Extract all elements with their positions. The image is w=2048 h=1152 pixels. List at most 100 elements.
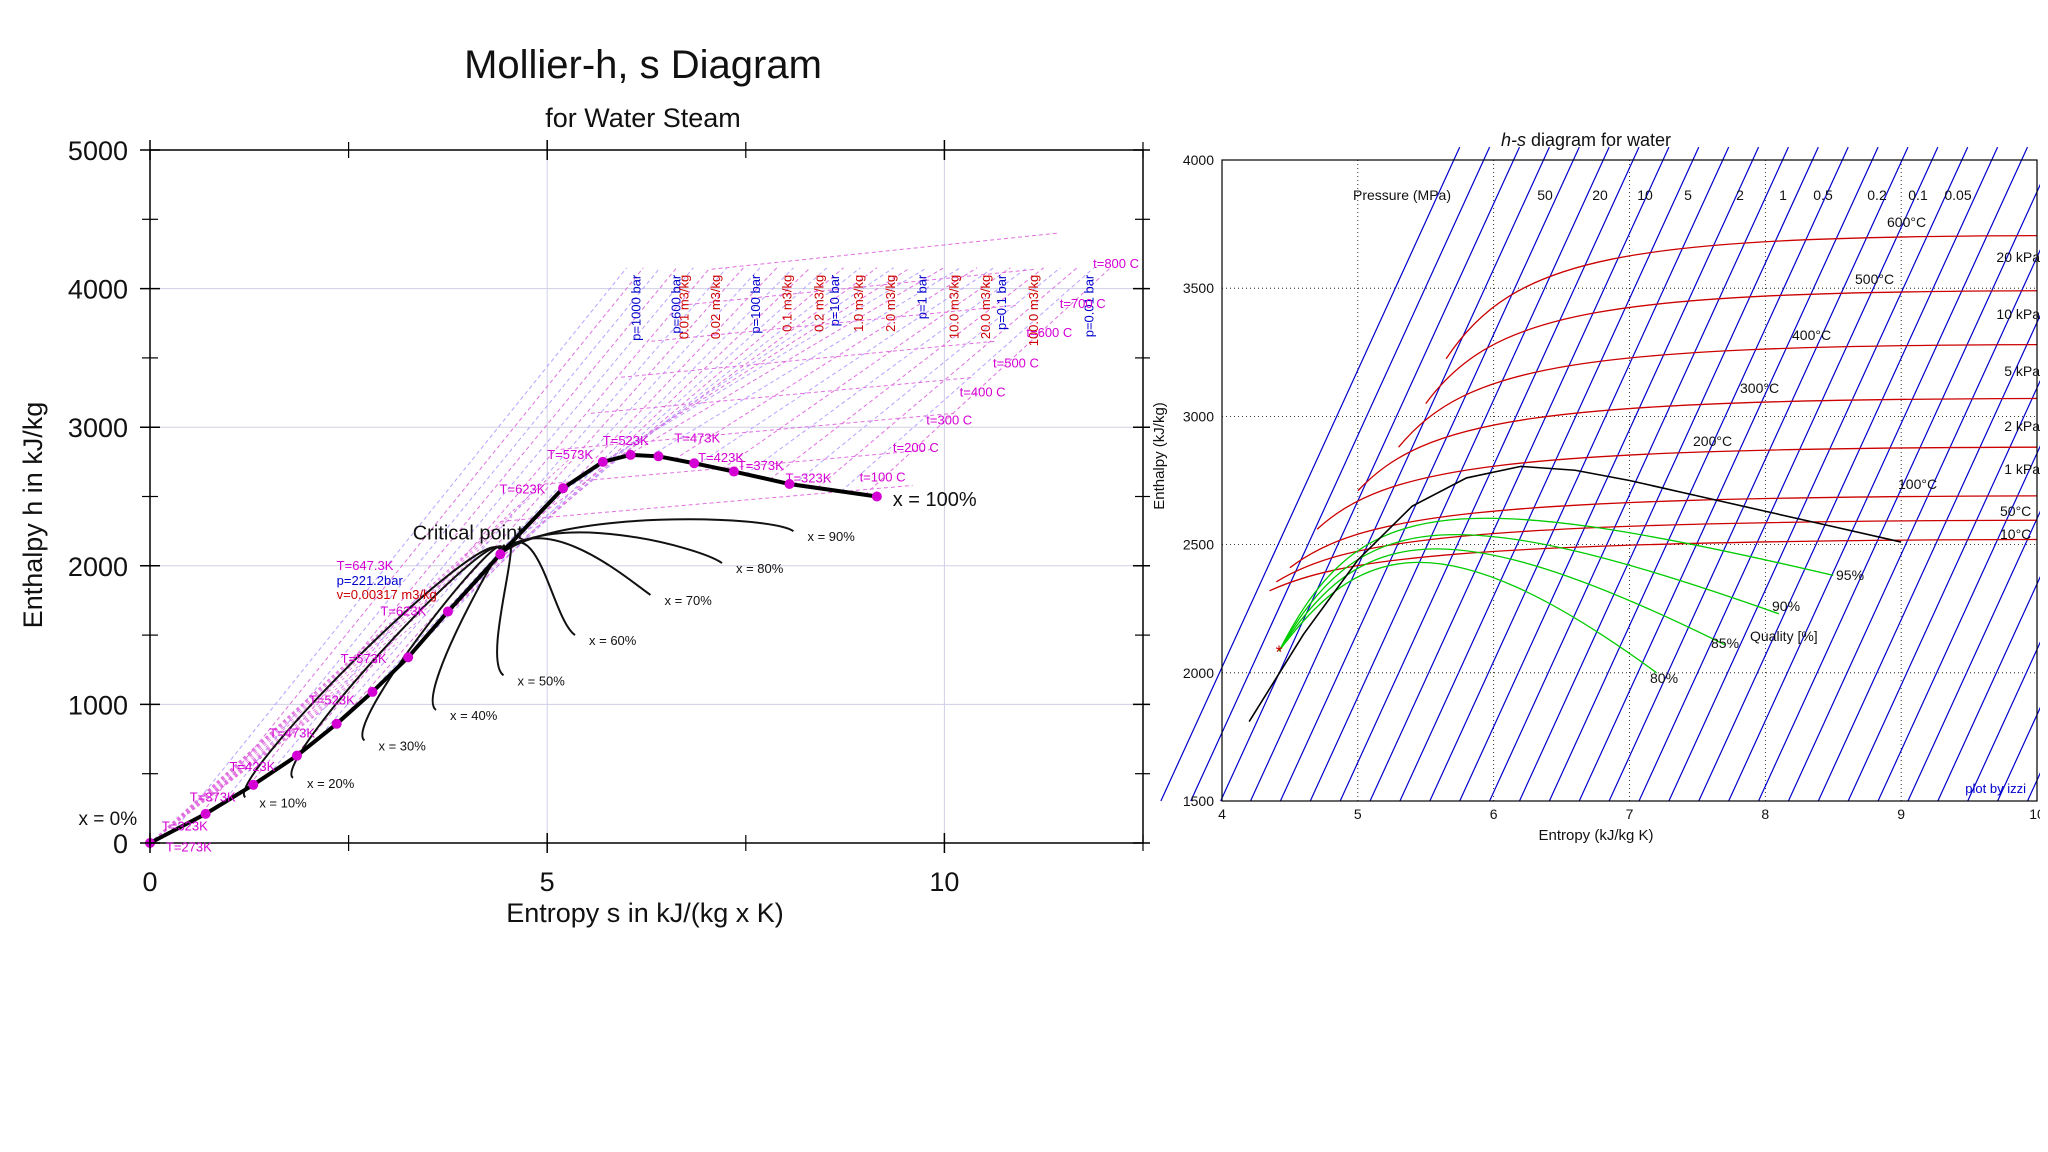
chart1-saturation-point (495, 549, 506, 560)
chart1-volume-label: 0.02 m3/kg (708, 275, 723, 339)
chart1-ytick-label: 5000 (68, 136, 128, 166)
chart1-volume-label: 1.0 m3/kg (851, 275, 866, 332)
chart2-quality-label: 95% (1836, 567, 1864, 583)
chart2-isotherm (1289, 495, 2038, 569)
chart1-saturation-point (597, 456, 608, 467)
chart2-xtick-label: 8 (1761, 806, 1769, 822)
chart1-quality-label: x = 80% (736, 561, 784, 576)
chart1-ytick-label: 1000 (68, 690, 128, 720)
chart1-isobar (340, 267, 744, 721)
chart2-quality-lines (1278, 517, 1834, 674)
chart1-isobar (292, 267, 711, 759)
chart2-title: h-s diagram for water (1501, 130, 1671, 150)
chart1-isobar (459, 267, 828, 599)
chart2-pressure-value: 0.05 (1944, 187, 1971, 203)
chart1-saturation-point (200, 808, 211, 819)
chart2-isobar (1937, 576, 2040, 802)
chart1-pressure-label: p=1 bar (915, 274, 930, 319)
chart1-wet-grid (149, 578, 456, 844)
chart2-isobar (1518, 146, 1819, 802)
chart1-isotherm-label: t=500 C (993, 356, 1039, 371)
chart1-isobar (721, 267, 1011, 470)
chart2-isobar (1279, 146, 1580, 802)
chart1-pressure-label: p=0.01 bar (1081, 274, 1096, 337)
chart1-isobar (674, 267, 978, 460)
chart2-isobar (1339, 146, 1640, 802)
chart1-quality-label: x = 50% (518, 673, 566, 688)
chart1-xtick-label: 5 (540, 867, 555, 897)
chart1-temperature-label: T=323K (162, 819, 208, 834)
chart2-isobar (1429, 146, 1730, 802)
chart1-volume-label: 0.01 m3/kg (676, 275, 691, 339)
chart1-xtick-label: 10 (929, 867, 959, 897)
chart1-quality-line (242, 545, 502, 799)
chart1-saturation-point (653, 451, 664, 462)
chart1-quality-line (361, 545, 503, 742)
chart1-isobar (173, 267, 628, 831)
chart2-isobar (1638, 146, 1939, 802)
chart2-quality-label: 85% (1711, 635, 1739, 651)
chart2-ytick-label: 2000 (1183, 665, 1214, 681)
chart2-ytick-label: 2500 (1183, 537, 1214, 553)
chart1-isotherm-label: t=800 C (1093, 256, 1139, 271)
chart1-saturation-point (689, 458, 700, 469)
chart2-xtick-label: 10 (2029, 806, 2040, 822)
chart2-pressure-value: 1 (1779, 187, 1787, 203)
chart2-xlabel: Entropy (kJ/kg K) (1538, 827, 1653, 844)
chart2-isobar (1757, 183, 2040, 802)
chart2-pressure-value: 0.5 (1813, 187, 1833, 203)
chart1-quality-label: x = 30% (378, 738, 426, 753)
chart2-title-rest: diagram for water (1526, 130, 1671, 150)
chart1-ylabel: Enthalpy h in kJ/kg (18, 402, 48, 629)
chart2-isotherm-label: 600°C (1887, 214, 1926, 230)
chart2-isobar (1907, 510, 2040, 802)
chart1-critical-point-label: Critical point (413, 522, 523, 544)
mollier-chart: Mollier-h, s Diagram for Water Steam x =… (18, 43, 1150, 928)
chart2-isobar (1847, 379, 2040, 802)
chart1-isobar (221, 267, 661, 805)
chart2-isotherm (1398, 343, 2038, 448)
chart1-saturation-point (367, 686, 378, 697)
chart2-xtick-label: 7 (1626, 806, 1634, 822)
chart1-critical-T: T=647.3K (337, 558, 394, 573)
chart2-xtick-label: 9 (1897, 806, 1905, 822)
chart1-isobar (554, 267, 894, 497)
chart2-isobar (1369, 146, 1670, 802)
chart1-isobar (197, 267, 644, 819)
chart1-saturation-point (558, 483, 569, 494)
chart1-quality-label: x = 60% (589, 633, 637, 648)
chart2-saturation-curve (1248, 465, 1902, 722)
chart1-wet-grid (149, 600, 437, 844)
chart2-isotherm (1445, 234, 2038, 360)
chart2-isotherm-label: 100°C (1898, 476, 1937, 492)
chart1-temperature-label: T=473K (269, 726, 315, 741)
chart2-credit: plot by izzi (1965, 781, 2026, 796)
chart1-isotherm (711, 232, 1058, 270)
chart2-isotherm-label: 50°C (2000, 503, 2031, 519)
chart1-temperature-label: T=623K (380, 604, 426, 619)
chart2-isotherm-label: 10°C (2000, 526, 2031, 542)
chart1-isobar (745, 267, 1028, 475)
chart1-isotherm (621, 340, 996, 378)
chart1-temperature-label: T=523K (603, 433, 649, 448)
chart2-isobar (1967, 641, 2040, 802)
chart2-ytick-label: 3500 (1183, 280, 1214, 296)
chart2-isobar (1787, 249, 2040, 802)
chart1-critical-v: v=0.00317 m3/kg (337, 587, 437, 602)
chart1-isotherm (681, 268, 1037, 306)
chart1-temperature-label: T=273K (166, 839, 212, 854)
chart1-isobar (244, 267, 678, 790)
chart2-isobar (1489, 146, 1789, 802)
chart2-isotherm-label: 200°C (1693, 433, 1732, 449)
chart2-pressure-value: 0.2 (1867, 187, 1887, 203)
chart2-isotherm-label: 300°C (1740, 380, 1779, 396)
chart1-temperature-label: T=423K (698, 450, 744, 465)
chart1-isobar (793, 267, 1061, 485)
chart2-isobar (1220, 146, 1521, 802)
chart1-volume-label: 0.1 m3/kg (780, 275, 795, 332)
chart1-quality-line (496, 543, 512, 677)
chart2-quality-header: Quality [%] (1750, 628, 1818, 644)
chart2-quality-line (1278, 533, 1780, 652)
chart2-isotherm-label: 400°C (1792, 327, 1831, 343)
chart1-quality-lines: x = 10%x = 20% x = 30% x = 40% x = 50% x = 6… (242, 518, 855, 810)
